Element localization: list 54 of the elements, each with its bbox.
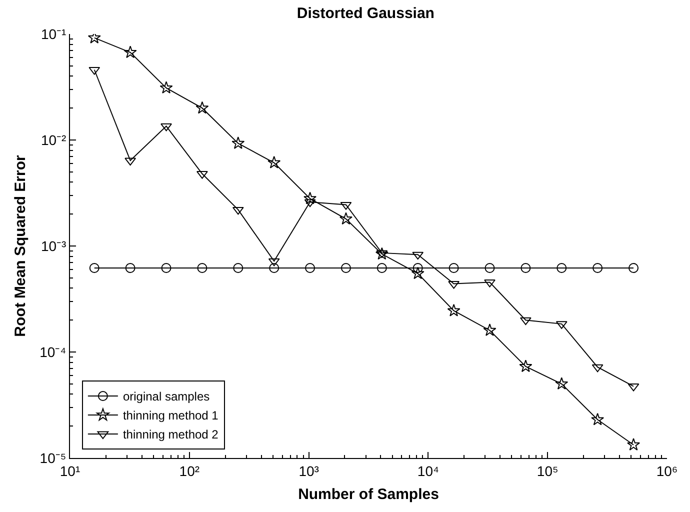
point — [376, 263, 387, 274]
point — [340, 263, 351, 274]
point — [520, 317, 532, 326]
point — [339, 212, 352, 225]
x-tick-label: 10⁴ — [417, 462, 439, 479]
legend-label: thinning method 1 — [122, 408, 219, 423]
point — [305, 263, 316, 274]
y-tick-label: 10⁻¹ — [40, 26, 67, 42]
point — [232, 206, 244, 215]
point — [411, 266, 424, 280]
x-tick-label: 10³ — [298, 462, 320, 479]
x-tick-label: 10² — [179, 462, 200, 479]
chart-title: Distorted Gaussian — [296, 5, 434, 22]
point — [304, 192, 317, 204]
point — [268, 156, 281, 168]
point — [412, 252, 424, 260]
point — [124, 158, 136, 166]
x-tick-label: 10⁶ — [656, 462, 678, 479]
point — [627, 438, 640, 450]
y-axis-title: Root Mean Squared Error — [12, 154, 29, 337]
x-axis-title: Number of Samples — [298, 486, 439, 503]
point — [232, 136, 245, 149]
point — [269, 263, 280, 274]
point — [160, 81, 173, 94]
point — [483, 324, 496, 336]
point — [268, 258, 280, 266]
point — [591, 412, 604, 426]
point — [484, 263, 495, 274]
point — [556, 263, 567, 274]
point — [89, 263, 100, 274]
point — [628, 263, 639, 274]
point — [447, 304, 460, 316]
x-tick-label: 10⁵ — [536, 462, 558, 479]
point — [592, 364, 604, 372]
legend-label: thinning method 2 — [122, 428, 219, 442]
point — [161, 263, 172, 274]
point — [197, 263, 208, 274]
point — [160, 123, 172, 132]
point — [304, 199, 316, 208]
point — [412, 263, 423, 274]
y-tick-label: 10⁻³ — [40, 238, 67, 254]
point — [519, 360, 532, 372]
legend-label: original samples — [122, 390, 210, 404]
point — [124, 46, 137, 58]
point — [592, 263, 603, 274]
y-tick-label: 10⁻² — [40, 132, 67, 148]
point — [448, 263, 459, 274]
point — [233, 263, 244, 274]
y-tick-label: 10⁻⁴ — [40, 344, 66, 360]
point — [375, 247, 388, 260]
point — [125, 263, 136, 274]
point — [196, 101, 209, 114]
point — [555, 377, 568, 390]
point — [520, 263, 531, 274]
